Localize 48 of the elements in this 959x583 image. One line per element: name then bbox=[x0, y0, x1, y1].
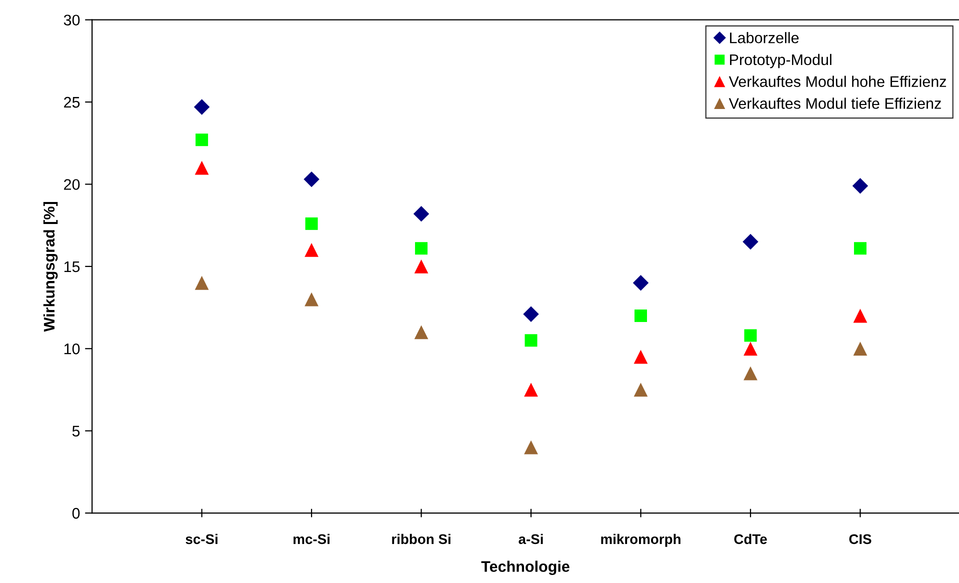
legend-label: Prototyp-Modul bbox=[730, 54, 832, 68]
legend-label: Verkauftes Modul hohe Effizienz bbox=[728, 76, 946, 88]
point bbox=[853, 308, 868, 323]
x-tick-label: sc-Si bbox=[186, 534, 218, 544]
point bbox=[194, 99, 210, 115]
point bbox=[523, 306, 539, 322]
point bbox=[196, 134, 208, 146]
y-tick-label: 20 bbox=[64, 179, 80, 190]
y-axis-title: Wirkungsgrad [%] bbox=[43, 202, 58, 332]
point bbox=[304, 292, 318, 306]
point bbox=[854, 242, 866, 255]
point bbox=[414, 259, 428, 274]
x-tick-label: CIS bbox=[849, 534, 872, 544]
x-tick-label: a-Si bbox=[518, 534, 543, 544]
point bbox=[853, 342, 868, 356]
x-tick-label: mc-Si bbox=[294, 534, 330, 544]
point bbox=[634, 310, 648, 322]
legend-label: Verkauftes Modul tiefe Effizienz bbox=[728, 98, 941, 109]
point bbox=[742, 234, 758, 250]
x-tick-label: ribbon Si bbox=[392, 534, 450, 544]
point bbox=[194, 160, 209, 175]
point bbox=[304, 171, 320, 188]
point bbox=[744, 366, 758, 380]
y-tick-label: 15 bbox=[64, 261, 80, 272]
x-tick-label: CdTe bbox=[734, 534, 767, 544]
point bbox=[304, 243, 318, 257]
point bbox=[413, 206, 430, 222]
point bbox=[305, 217, 318, 230]
y-tick-label: 25 bbox=[64, 96, 80, 108]
point bbox=[744, 342, 758, 356]
legend-label: Laborzelle bbox=[730, 32, 799, 44]
point bbox=[414, 325, 428, 340]
x-tick-label: mikromorph bbox=[601, 534, 680, 547]
point bbox=[415, 242, 428, 255]
point bbox=[634, 350, 648, 364]
y-tick-label: 30 bbox=[64, 14, 80, 26]
x-axis-title: Technologie bbox=[481, 560, 570, 576]
point bbox=[524, 382, 538, 397]
point bbox=[632, 275, 649, 291]
point bbox=[194, 276, 209, 290]
y-tick-label: 5 bbox=[72, 426, 80, 437]
point bbox=[744, 329, 757, 342]
y-tick-label: 0 bbox=[72, 508, 80, 519]
point bbox=[524, 334, 538, 347]
y-tick-label: 10 bbox=[64, 344, 80, 354]
point bbox=[524, 440, 538, 454]
point bbox=[634, 382, 648, 397]
point bbox=[852, 178, 868, 194]
